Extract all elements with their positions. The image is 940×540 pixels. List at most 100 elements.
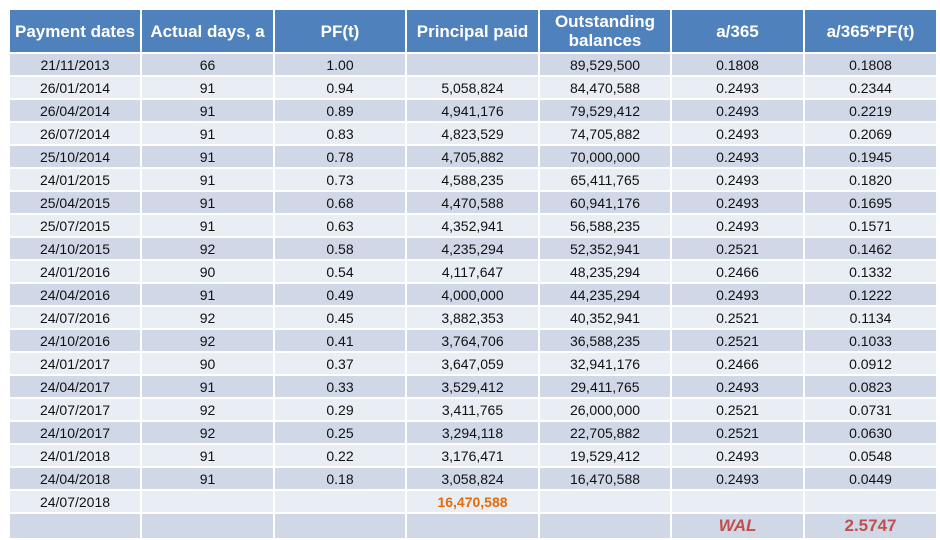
payment-date-cell: 24/10/2016 (8, 328, 142, 353)
wal-table-container: Payment dates Actual days, a PF(t) Princ… (8, 8, 938, 540)
a365-pf-cell: 0.1332 (803, 259, 938, 284)
pf-cell: 0.33 (273, 374, 407, 399)
a365-cell: 0.2493 (670, 282, 805, 307)
principal-paid-cell: 4,941,176 (405, 98, 540, 123)
a365-cell: 0.1808 (670, 52, 805, 77)
outstanding-balance-cell: 48,235,294 (538, 259, 672, 284)
pf-cell: 0.37 (273, 351, 407, 376)
payment-date-cell: 24/04/2016 (8, 282, 142, 307)
table-footer: 24/07/2018 16,470,588 WAL 2.5747 (8, 489, 938, 540)
table-row: 24/07/2017 92 0.29 3,411,765 26,000,000 0.252… (8, 397, 938, 422)
a365-cell: 0.2521 (670, 328, 805, 353)
table-row: 25/07/2015 91 0.63 4,352,941 56,588,235 0.249… (8, 213, 938, 238)
a365-pf-cell: 0.1134 (803, 305, 938, 330)
table-row: 24/04/2018 91 0.18 3,058,824 16,470,588 0.249… (8, 466, 938, 491)
a365-pf-cell: 0.0823 (803, 374, 938, 399)
actual-days-cell: 91 (140, 144, 275, 169)
pf-cell: 0.18 (273, 466, 407, 491)
pf-cell: 0.63 (273, 213, 407, 238)
payment-date-cell: 24/01/2017 (8, 351, 142, 376)
principal-paid-cell: 3,058,824 (405, 466, 540, 491)
pf-cell: 0.29 (273, 397, 407, 422)
final-payment-row: 24/07/2018 16,470,588 (8, 489, 938, 514)
wal-value: 2.5747 (803, 512, 938, 540)
table-row: 24/01/2017 90 0.37 3,647,059 32,941,176 0.246… (8, 351, 938, 376)
payment-date-cell: 26/04/2014 (8, 98, 142, 123)
table-row: 24/10/2015 92 0.58 4,235,294 52,352,941 0.252… (8, 236, 938, 261)
a365-pf-cell: 0.1033 (803, 328, 938, 353)
outstanding-balance-cell: 56,588,235 (538, 213, 672, 238)
table-row: 25/10/2014 91 0.78 4,705,882 70,000,000 0.249… (8, 144, 938, 169)
payment-date-cell: 24/01/2015 (8, 167, 142, 192)
payment-date-cell: 24/01/2016 (8, 259, 142, 284)
outstanding-balance-cell: 60,941,176 (538, 190, 672, 215)
payment-date-cell: 24/04/2018 (8, 466, 142, 491)
outstanding-balance-cell: 74,705,882 (538, 121, 672, 146)
actual-days-cell: 92 (140, 236, 275, 261)
pf-cell: 0.22 (273, 443, 407, 468)
pf-cell: 0.41 (273, 328, 407, 353)
empty-cell (8, 512, 142, 540)
actual-days-cell: 90 (140, 351, 275, 376)
a365-pf-cell: 0.1695 (803, 190, 938, 215)
payment-date-cell: 24/07/2017 (8, 397, 142, 422)
header-pf: PF(t) (273, 8, 407, 54)
a365-cell: 0.2493 (670, 121, 805, 146)
principal-paid-cell: 4,352,941 (405, 213, 540, 238)
principal-paid-cell: 3,764,706 (405, 328, 540, 353)
actual-days-cell: 91 (140, 466, 275, 491)
a365-cell: 0.2493 (670, 98, 805, 123)
empty-cell (670, 489, 805, 514)
empty-cell (273, 512, 407, 540)
header-row: Payment dates Actual days, a PF(t) Princ… (8, 8, 938, 54)
actual-days-cell: 91 (140, 121, 275, 146)
actual-days-cell: 91 (140, 75, 275, 100)
a365-cell: 0.2493 (670, 213, 805, 238)
a365-pf-cell: 0.1820 (803, 167, 938, 192)
a365-pf-cell: 0.0449 (803, 466, 938, 491)
table-body: 21/11/2013 66 1.00 89,529,500 0.1808 0.1808 26… (8, 52, 938, 491)
payment-date-cell: 26/01/2014 (8, 75, 142, 100)
empty-cell (538, 512, 672, 540)
payment-date-cell: 24/07/2016 (8, 305, 142, 330)
table-row: 24/01/2016 90 0.54 4,117,647 48,235,294 0.246… (8, 259, 938, 284)
principal-paid-cell: 4,588,235 (405, 167, 540, 192)
payment-date-cell: 25/04/2015 (8, 190, 142, 215)
pf-cell: 0.58 (273, 236, 407, 261)
outstanding-balance-cell: 22,705,882 (538, 420, 672, 445)
empty-cell (803, 489, 938, 514)
pf-cell: 0.83 (273, 121, 407, 146)
principal-paid-cell: 3,411,765 (405, 397, 540, 422)
a365-cell: 0.2466 (670, 259, 805, 284)
pf-cell: 0.68 (273, 190, 407, 215)
table-row: 24/07/2016 92 0.45 3,882,353 40,352,941 0.252… (8, 305, 938, 330)
outstanding-balance-cell: 70,000,000 (538, 144, 672, 169)
table-row: 26/01/2014 91 0.94 5,058,824 84,470,588 0.249… (8, 75, 938, 100)
a365-pf-cell: 0.1462 (803, 236, 938, 261)
a365-pf-cell: 0.2219 (803, 98, 938, 123)
actual-days-cell: 91 (140, 213, 275, 238)
a365-pf-cell: 0.1571 (803, 213, 938, 238)
payment-date-cell: 21/11/2013 (8, 52, 142, 77)
outstanding-balance-cell: 29,411,765 (538, 374, 672, 399)
outstanding-balance-cell: 84,470,588 (538, 75, 672, 100)
a365-cell: 0.2493 (670, 167, 805, 192)
table-row: 24/10/2016 92 0.41 3,764,706 36,588,235 0.252… (8, 328, 938, 353)
principal-paid-cell: 4,235,294 (405, 236, 540, 261)
a365-pf-cell: 0.2069 (803, 121, 938, 146)
actual-days-cell: 92 (140, 397, 275, 422)
outstanding-balance-cell: 65,411,765 (538, 167, 672, 192)
table-row: 24/10/2017 92 0.25 3,294,118 22,705,882 0.252… (8, 420, 938, 445)
table-row: 25/04/2015 91 0.68 4,470,588 60,941,176 0.249… (8, 190, 938, 215)
a365-pf-cell: 0.0548 (803, 443, 938, 468)
principal-paid-cell: 3,647,059 (405, 351, 540, 376)
header-principal-paid: Principal paid (405, 8, 540, 54)
pf-cell: 0.89 (273, 98, 407, 123)
a365-pf-cell: 0.1222 (803, 282, 938, 307)
a365-cell: 0.2493 (670, 466, 805, 491)
header-a365-pf: a/365*PF(t) (803, 8, 938, 54)
pf-cell: 0.94 (273, 75, 407, 100)
principal-paid-cell: 4,470,588 (405, 190, 540, 215)
outstanding-balance-cell: 40,352,941 (538, 305, 672, 330)
principal-paid-cell (405, 52, 540, 77)
